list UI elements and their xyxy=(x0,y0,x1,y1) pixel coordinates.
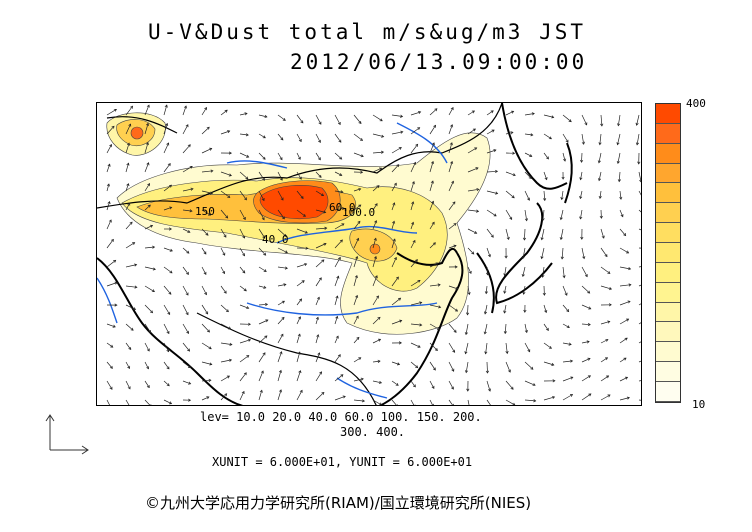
wind-vector-field xyxy=(106,104,641,405)
colorbar-swatch xyxy=(656,302,680,323)
colorbar-swatch xyxy=(656,123,680,144)
contour-levels-line1: lev= 10.0 20.0 40.0 60.0 100. 150. 200. xyxy=(200,410,482,424)
coastline xyxy=(97,103,573,405)
contour-label-60: 60.0 xyxy=(329,201,356,214)
colorbar xyxy=(655,103,681,403)
chart-title: U-V&Dust total m/s&ug/m3 JST xyxy=(148,20,587,44)
dust-concentration-fill xyxy=(106,112,491,335)
colorbar-swatch xyxy=(656,203,680,224)
colorbar-swatch xyxy=(656,262,680,283)
rivers xyxy=(97,122,448,399)
colorbar-swatch xyxy=(656,104,680,124)
colorbar-max-label: 400 xyxy=(686,97,706,110)
contour-label-40: 40.0 xyxy=(262,233,289,246)
colorbar-min-label: 10 xyxy=(692,398,706,411)
colorbar-swatch xyxy=(656,243,680,263)
colorbar-swatch xyxy=(656,143,680,164)
dust-map: 150 60.0 40.0 100.0 xyxy=(96,102,642,406)
contour-levels-line2: 300. 400. xyxy=(340,425,406,439)
datetime-label: 2012/06/13.09:00:00 xyxy=(290,50,588,74)
contour-label-100: 100.0 xyxy=(342,206,375,219)
reference-vector-icon xyxy=(45,414,89,455)
contour-label-150: 150 xyxy=(195,205,215,218)
colorbar-swatch xyxy=(656,382,680,402)
country-borders xyxy=(97,103,503,405)
colorbar-swatch xyxy=(656,362,680,383)
colorbar-swatch xyxy=(656,342,680,363)
colorbar-swatch xyxy=(656,223,680,244)
colorbar-swatch xyxy=(656,282,680,303)
copyright-credit: ©九州大学応用力学研究所(RIAM)/国立環境研究所(NIES) xyxy=(145,494,532,512)
colorbar-swatch xyxy=(656,183,680,204)
vector-unit-label: XUNIT = 6.000E+01, YUNIT = 6.000E+01 xyxy=(212,455,473,469)
colorbar-swatch xyxy=(656,322,680,343)
colorbar-swatch xyxy=(656,163,680,184)
